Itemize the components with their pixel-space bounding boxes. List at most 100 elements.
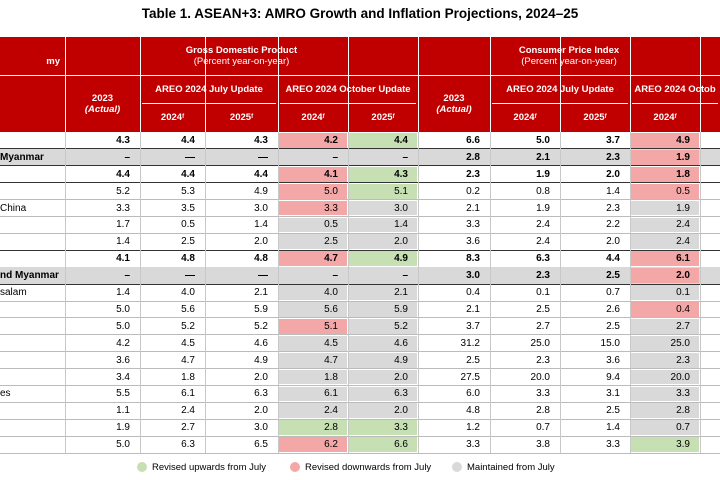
cell: 3.3: [65, 200, 140, 217]
cell-value: 0.1: [676, 287, 690, 299]
cell: 3.7: [560, 132, 630, 149]
cell: 2.8: [630, 402, 700, 419]
actual-header: 2023 (Actual): [65, 75, 140, 132]
cell: 1.8: [630, 166, 700, 183]
divider: [205, 37, 206, 132]
cell-value: 6.3: [254, 388, 268, 400]
cell-value: 3.6: [116, 354, 130, 366]
cell: 4.1: [278, 166, 348, 183]
cell: 3.7: [418, 318, 490, 335]
cell-value: 4.3: [116, 134, 130, 146]
cell: 2.8: [278, 419, 348, 436]
cell-fill: [279, 352, 347, 368]
cell: 0.5: [278, 217, 348, 234]
cell-fill: [631, 318, 699, 334]
cell-value: 1.4: [116, 236, 130, 248]
cell-value: 3.0: [254, 422, 268, 434]
cell-fill: [349, 386, 417, 402]
cell: 1.4: [205, 217, 278, 234]
cell: 5.9: [205, 301, 278, 318]
year-text: 2024: [513, 112, 535, 123]
cell-value: 2.8: [676, 405, 690, 417]
cell-value: 1.8: [181, 371, 195, 383]
cell: 4.0: [140, 284, 205, 301]
cell: 2.4: [630, 217, 700, 234]
cell-value: 6.1: [181, 388, 195, 400]
cell: 2.0: [205, 402, 278, 419]
cell: 4.8: [205, 250, 278, 267]
cell: 3.0: [348, 200, 418, 217]
cell-value: 15.0: [600, 337, 620, 349]
cell: 8.3: [418, 250, 490, 267]
cell-value: 2.7: [181, 422, 195, 434]
cell: 5.2: [140, 318, 205, 335]
cell-fill: [279, 302, 347, 317]
divider: [0, 75, 720, 76]
update-title: AREO 2024 Octob: [634, 83, 716, 95]
cell: 15.0: [560, 335, 630, 352]
cell: 1.4: [65, 233, 140, 250]
cell: 3.3: [418, 436, 490, 453]
row-line: [0, 249, 720, 251]
year-note: f: [604, 114, 607, 120]
cell-fill: [631, 386, 699, 402]
cell-value: 2.8: [536, 405, 550, 417]
cell: 4.1: [65, 250, 140, 267]
cell-value: 3.0: [466, 270, 480, 282]
cell-value: 27.5: [460, 371, 480, 383]
cell: 25.0: [630, 335, 700, 352]
cell: 1.2: [418, 419, 490, 436]
cell-value: 0.8: [536, 185, 550, 197]
table-title: Table 1. ASEAN+3: AMRO Growth and Inflat…: [141, 6, 579, 21]
group-subtitle: (Percent year-on-year): [521, 56, 617, 67]
cell: 5.0: [278, 183, 348, 200]
row-line: [0, 199, 720, 200]
cell-value: 3.6: [466, 236, 480, 248]
cell-value: 0.7: [536, 422, 550, 434]
cell-fill: [349, 420, 417, 436]
cell: 5.2: [348, 318, 418, 335]
cell-value: 0.4: [676, 303, 690, 315]
legend-text: Revised downwards from July: [305, 461, 432, 473]
cell-value: 1.4: [394, 219, 408, 231]
cell-fill: [349, 352, 417, 368]
cell: 3.5: [140, 200, 205, 217]
cell: 2.2: [560, 217, 630, 234]
cell: 2.7: [490, 318, 560, 335]
cell: 6.5: [205, 436, 278, 453]
cell-value: 2.0: [254, 405, 268, 417]
cell-fill: [279, 386, 347, 402]
cell-fill: [349, 133, 417, 148]
cell-value: 20.0: [670, 371, 690, 383]
cell-value: —: [258, 270, 268, 282]
cell: 27.5: [418, 369, 490, 386]
cell-value: —: [258, 151, 268, 163]
cell: 6.6: [348, 436, 418, 453]
cell-value: –: [124, 270, 130, 282]
cell: 5.0: [65, 318, 140, 335]
cell: 2.0: [348, 369, 418, 386]
grid-v: [278, 132, 279, 454]
cell-value: 4.8: [466, 405, 480, 417]
divider: [418, 37, 419, 132]
cell-value: 4.3: [394, 168, 408, 180]
cell: 5.3: [140, 183, 205, 200]
cell-value: 2.1: [394, 287, 408, 299]
cell: —: [205, 149, 278, 166]
legend-swatch: [290, 462, 300, 472]
cell-value: 3.5: [181, 202, 195, 214]
cell-value: 6.6: [466, 134, 480, 146]
cell-value: 4.6: [394, 337, 408, 349]
cell-value: 2.5: [536, 303, 550, 315]
divider: [140, 37, 141, 132]
cell-value: 2.4: [324, 405, 338, 417]
cell-value: 2.2: [606, 219, 620, 231]
cell: 2.5: [418, 352, 490, 369]
cell-value: 4.4: [254, 168, 268, 180]
cell: 2.0: [560, 166, 630, 183]
cell-value: 3.3: [116, 202, 130, 214]
cell: 2.0: [205, 233, 278, 250]
cell: 4.9: [205, 352, 278, 369]
row-line: [0, 283, 720, 285]
year-header: 2025 f: [348, 103, 418, 132]
